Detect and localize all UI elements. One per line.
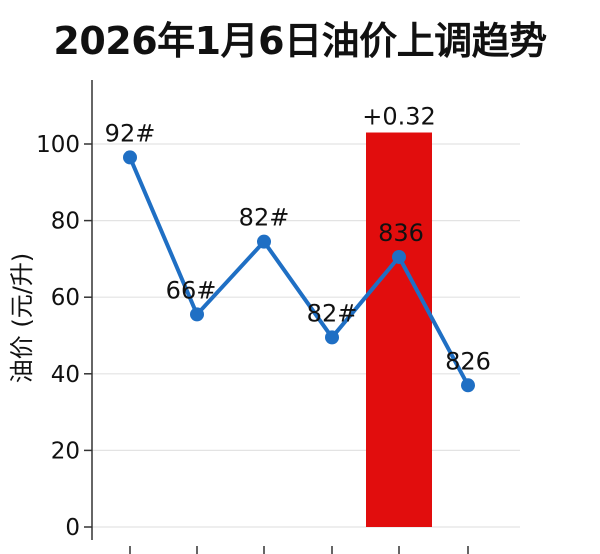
- y-tick-label-20: 20: [51, 438, 80, 464]
- series-layer: [123, 150, 475, 393]
- data-point-5: [392, 249, 406, 264]
- axes: 0 20 40 60 80 100: [36, 80, 469, 554]
- y-tick-label-60: 60: [51, 285, 80, 311]
- data-point-3: [257, 234, 271, 249]
- point-label-4: 82#: [307, 299, 358, 327]
- data-point-6: [461, 378, 475, 393]
- y-tick-label-100: 100: [36, 132, 80, 158]
- highlight-bar-label: +0.32: [362, 103, 436, 131]
- point-label-3: 82#: [239, 204, 290, 232]
- y-tick-label-40: 40: [51, 362, 80, 388]
- point-label-1: 92#: [105, 119, 156, 147]
- y-tick-label-80: 80: [51, 209, 80, 235]
- highlight-layer: [366, 132, 432, 527]
- point-label-2: 66#: [166, 276, 217, 304]
- highlight-bar: [366, 132, 432, 527]
- point-label-6: 826: [445, 347, 491, 375]
- series-line: [128, 155, 470, 388]
- data-point-1: [123, 150, 137, 165]
- data-point-4: [325, 330, 339, 345]
- point-label-5: 836: [378, 219, 424, 247]
- data-labels: +0.32 92# 66# 82# 82# 836 826: [105, 103, 491, 376]
- gridlines: [92, 143, 520, 528]
- data-point-2: [190, 307, 204, 322]
- y-tick-label-0: 0: [65, 515, 80, 541]
- chart-title: 2026年1月6日油价上调趋势: [53, 19, 547, 63]
